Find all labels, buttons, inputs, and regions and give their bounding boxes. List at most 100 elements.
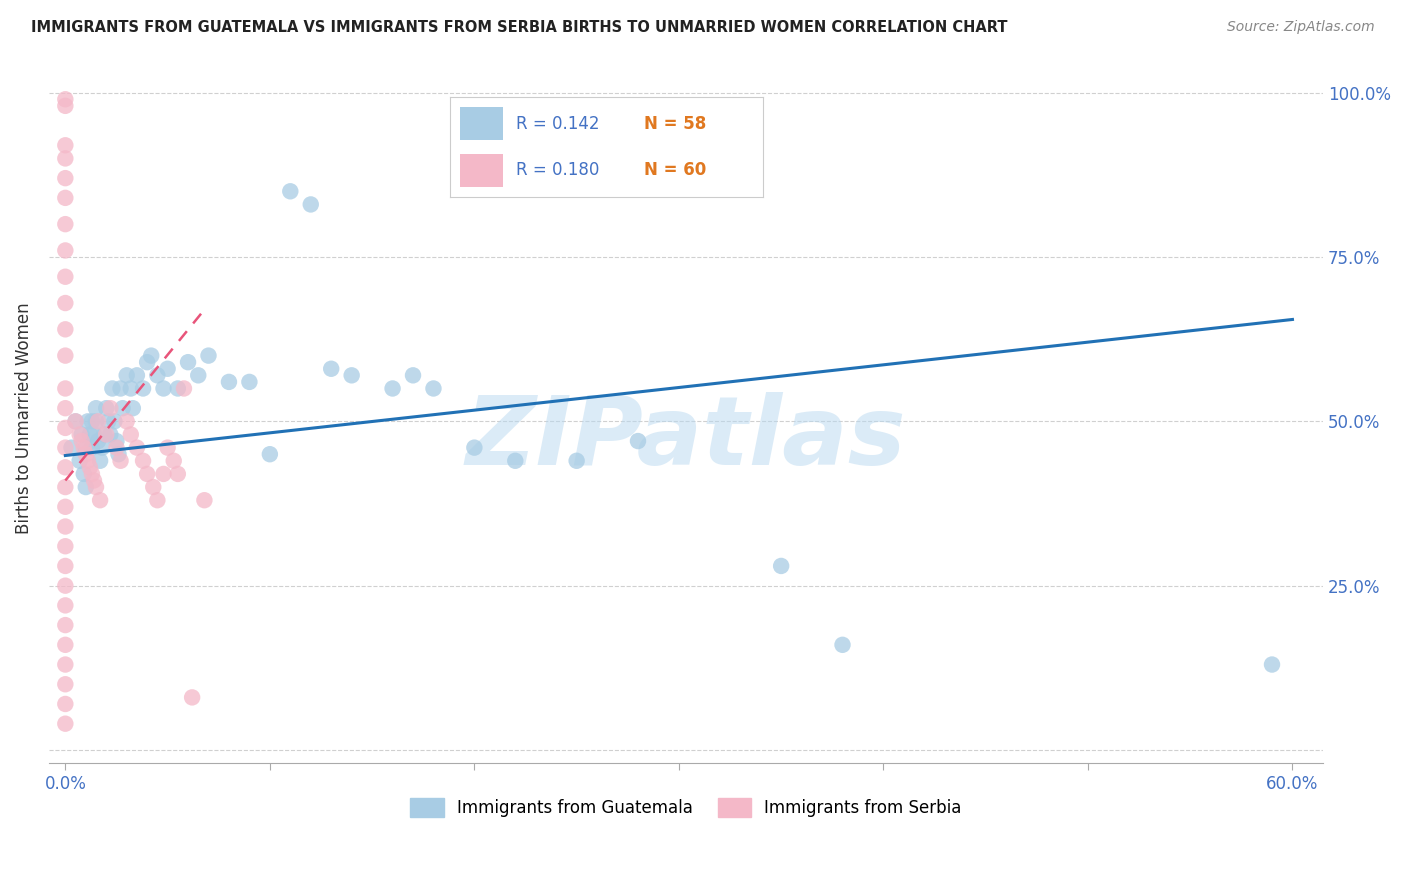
Point	[80, 467, 103, 481]
Point	[340, 368, 363, 383]
Point	[73, 467, 96, 481]
Point	[53, 349, 76, 363]
Point	[53, 599, 76, 613]
Point	[238, 375, 260, 389]
Point	[463, 441, 485, 455]
Point	[79, 460, 101, 475]
Point	[120, 427, 142, 442]
Point	[65, 414, 87, 428]
Point	[152, 382, 174, 396]
Point	[53, 697, 76, 711]
Point	[69, 427, 91, 442]
Point	[97, 414, 120, 428]
Point	[105, 434, 128, 448]
Point	[84, 401, 107, 416]
Point	[53, 171, 76, 186]
Point	[76, 454, 98, 468]
Point	[53, 244, 76, 258]
Point	[278, 184, 301, 198]
Point	[110, 454, 132, 468]
Point	[83, 427, 105, 442]
Point	[503, 454, 526, 468]
Point	[770, 558, 793, 573]
Point	[53, 191, 76, 205]
Point	[53, 421, 76, 435]
Point	[89, 493, 111, 508]
Point	[83, 474, 105, 488]
Point	[96, 401, 118, 416]
Point	[173, 382, 195, 396]
Point	[53, 401, 76, 416]
Point	[89, 454, 111, 468]
Point	[53, 480, 76, 494]
Point	[125, 368, 148, 383]
Legend: Immigrants from Guatemala, Immigrants from Serbia: Immigrants from Guatemala, Immigrants fr…	[404, 791, 969, 824]
Point	[53, 296, 76, 310]
Point	[53, 92, 76, 106]
Point	[53, 677, 76, 691]
Point	[73, 441, 96, 455]
Point	[53, 558, 76, 573]
Point	[299, 197, 322, 211]
Point	[91, 441, 114, 455]
Point	[146, 368, 169, 383]
Point	[136, 355, 159, 369]
Point	[259, 447, 281, 461]
Point	[65, 414, 87, 428]
Point	[87, 434, 110, 448]
Text: Source: ZipAtlas.com: Source: ZipAtlas.com	[1227, 20, 1375, 34]
Point	[53, 382, 76, 396]
Point	[115, 368, 138, 383]
Point	[53, 441, 76, 455]
Point	[166, 467, 188, 481]
Point	[152, 467, 174, 481]
Point	[53, 500, 76, 514]
Point	[422, 382, 444, 396]
Point	[53, 269, 76, 284]
Point	[321, 361, 343, 376]
Point	[565, 454, 588, 468]
Point	[187, 368, 209, 383]
Point	[146, 493, 169, 508]
Point	[70, 427, 93, 442]
Point	[75, 447, 97, 461]
Point	[87, 414, 110, 428]
Point	[70, 434, 93, 448]
Point	[105, 441, 128, 455]
Point	[831, 638, 853, 652]
Point	[177, 355, 200, 369]
Point	[53, 657, 76, 672]
Point	[76, 414, 98, 428]
Point	[136, 467, 159, 481]
Point	[141, 349, 163, 363]
Point	[166, 382, 188, 396]
Point	[75, 441, 97, 455]
Point	[193, 493, 215, 508]
Point	[53, 539, 76, 553]
Point	[79, 427, 101, 442]
Point	[1261, 657, 1284, 672]
Point	[142, 480, 165, 494]
Point	[53, 322, 76, 336]
Point	[111, 401, 134, 416]
Text: ZIPatlas: ZIPatlas	[465, 392, 907, 485]
Point	[80, 441, 103, 455]
Point	[60, 441, 83, 455]
Point	[197, 349, 219, 363]
Text: IMMIGRANTS FROM GUATEMALA VS IMMIGRANTS FROM SERBIA BIRTHS TO UNMARRIED WOMEN CO: IMMIGRANTS FROM GUATEMALA VS IMMIGRANTS …	[31, 20, 1008, 35]
Point	[107, 447, 129, 461]
Point	[125, 441, 148, 455]
Point	[53, 138, 76, 153]
Point	[53, 716, 76, 731]
Point	[53, 460, 76, 475]
Point	[53, 99, 76, 113]
Point	[53, 618, 76, 632]
Point	[80, 414, 103, 428]
Point	[98, 427, 121, 442]
Point	[181, 690, 204, 705]
Point	[156, 441, 179, 455]
Point	[98, 401, 121, 416]
Point	[132, 454, 155, 468]
Point	[163, 454, 186, 468]
Point	[218, 375, 240, 389]
